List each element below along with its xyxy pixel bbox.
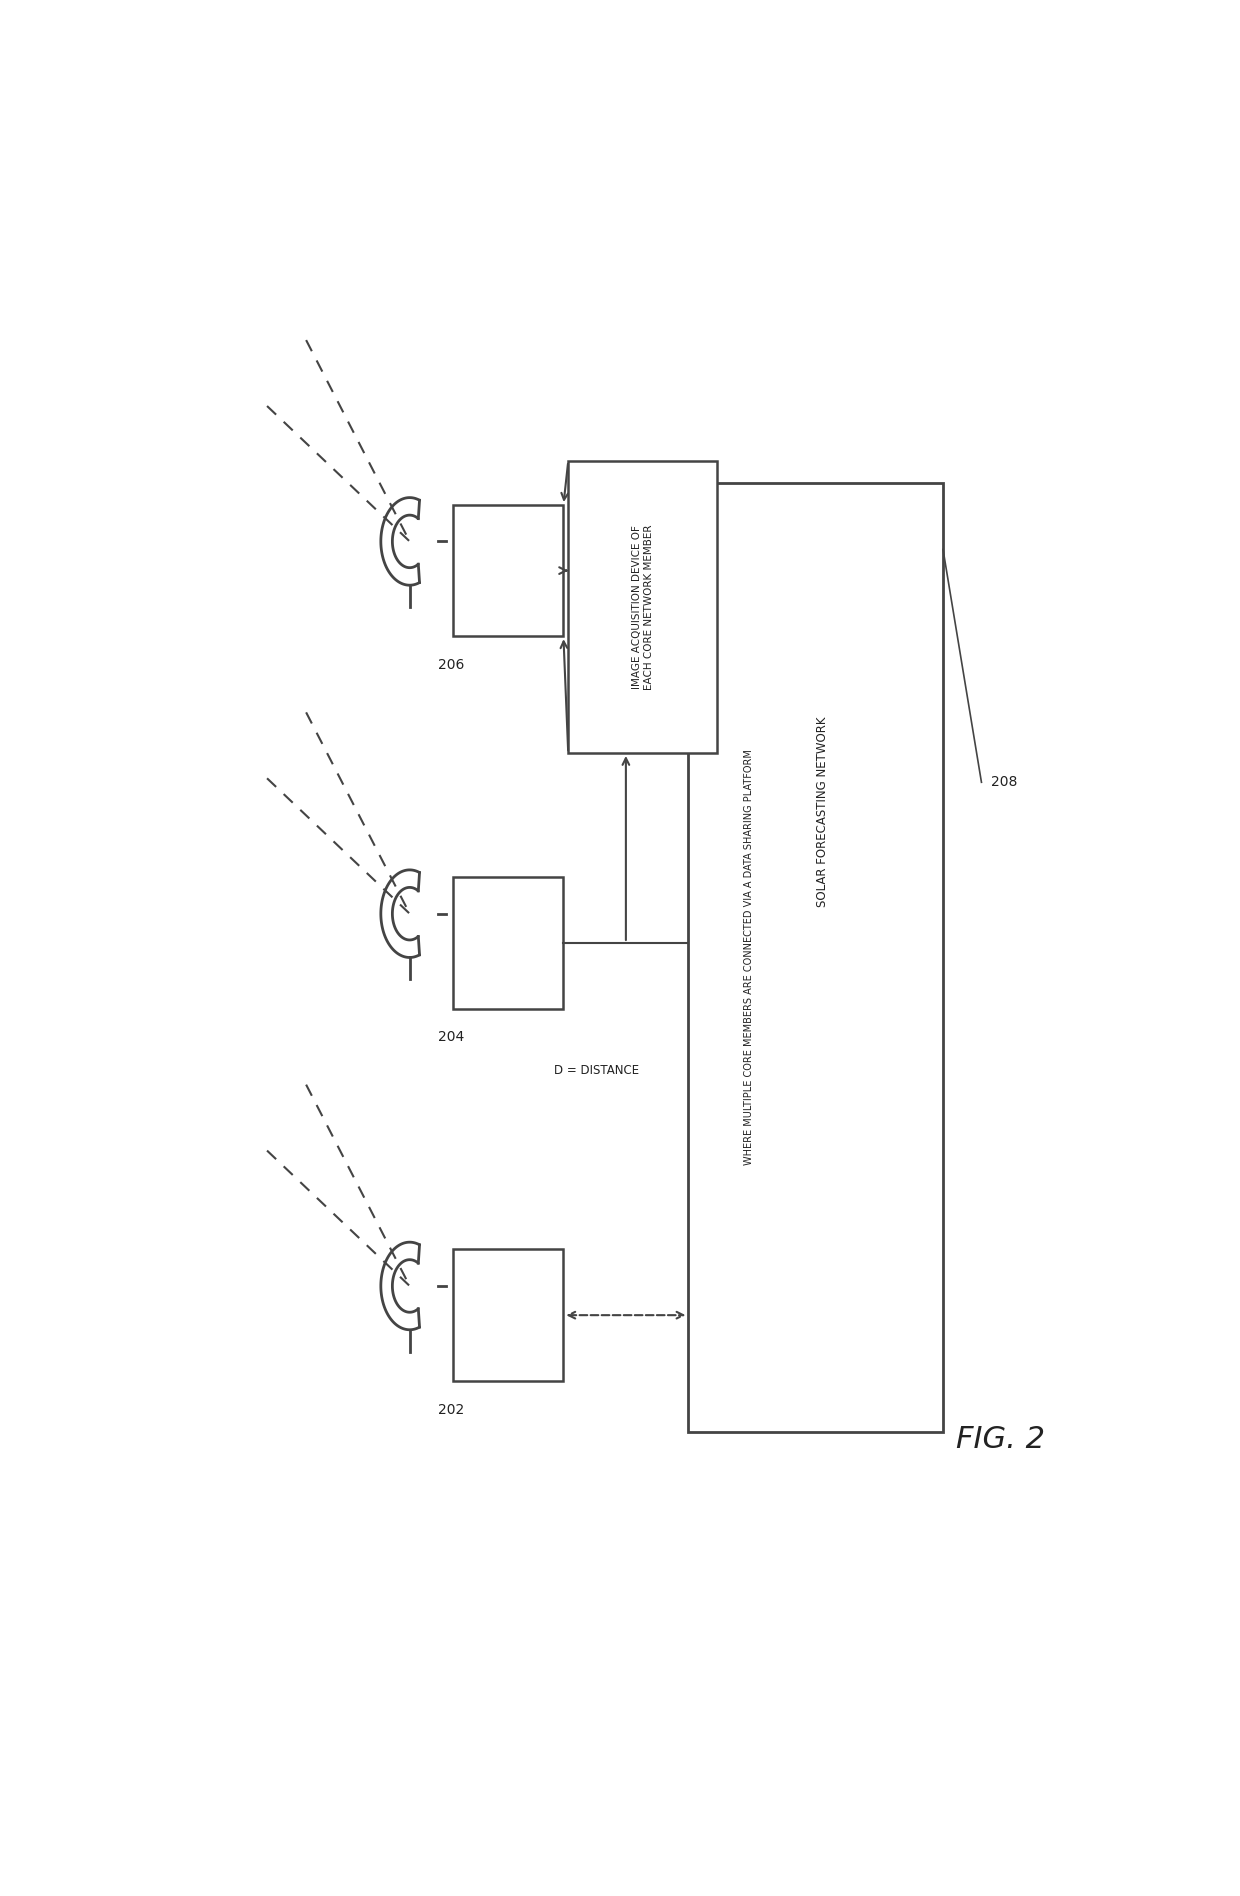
Bar	[568, 461, 717, 753]
Text: 202: 202	[439, 1403, 465, 1416]
Bar	[453, 504, 563, 637]
Bar	[453, 1249, 563, 1380]
Text: WHERE MULTIPLE CORE MEMBERS ARE CONNECTED VIA A DATA SHARING PLATFORM: WHERE MULTIPLE CORE MEMBERS ARE CONNECTE…	[744, 749, 754, 1166]
Bar	[453, 878, 563, 1009]
Text: FIG. 2: FIG. 2	[956, 1424, 1045, 1454]
Text: 208: 208	[991, 775, 1018, 789]
Text: D = DISTANCE: D = DISTANCE	[554, 1064, 640, 1077]
Text: 206: 206	[439, 658, 465, 673]
Bar	[688, 483, 942, 1431]
Text: IMAGE ACQUISITION DEVICE OF
EACH CORE NETWORK MEMBER: IMAGE ACQUISITION DEVICE OF EACH CORE NE…	[632, 525, 653, 690]
Text: SOLAR FORECASTING NETWORK: SOLAR FORECASTING NETWORK	[816, 717, 830, 906]
Text: 204: 204	[439, 1031, 465, 1045]
